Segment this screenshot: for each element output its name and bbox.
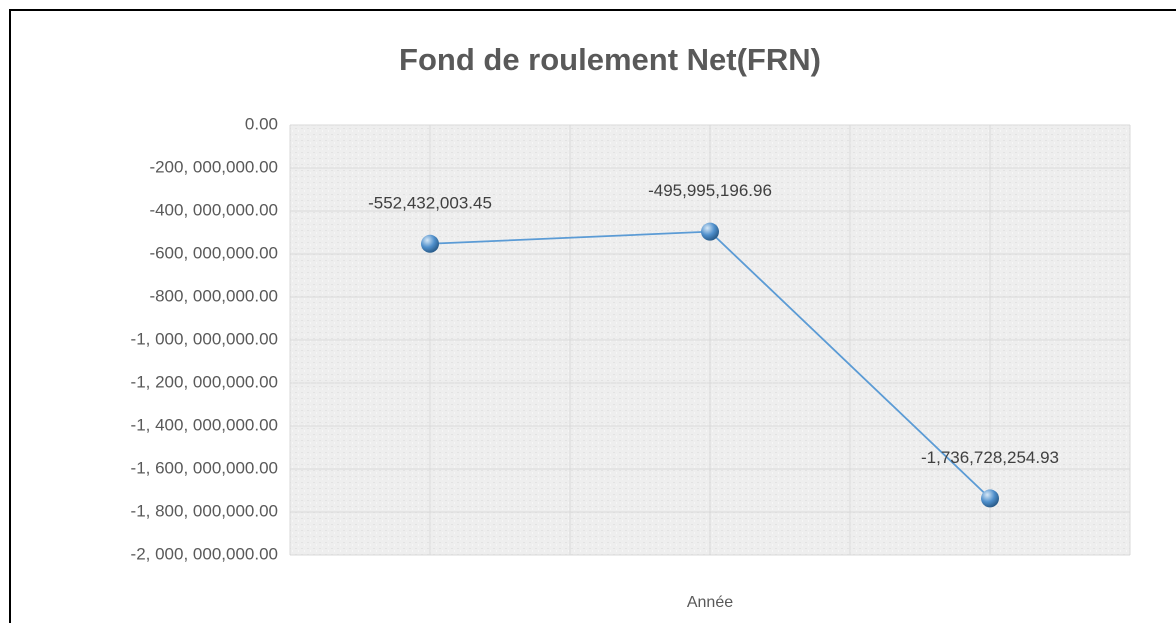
data-point — [701, 222, 719, 241]
y-tick-label: -400, 000,000.00 — [149, 200, 278, 219]
data-label: -552,432,003.45 — [368, 193, 492, 212]
y-tick-label: 0.00 — [245, 114, 278, 133]
y-tick-label: -600, 000,000.00 — [149, 243, 278, 262]
y-tick-label: -1, 800, 000,000.00 — [131, 501, 278, 520]
y-tick-label: -200, 000,000.00 — [149, 157, 278, 176]
y-tick-label: -1, 600, 000,000.00 — [131, 458, 278, 477]
y-tick-label: -1, 200, 000,000.00 — [131, 372, 278, 391]
y-tick-label: -800, 000,000.00 — [149, 286, 278, 305]
data-point — [981, 489, 999, 508]
y-tick-label: -1, 400, 000,000.00 — [131, 415, 278, 434]
y-tick-label: -2, 000, 000,000.00 — [131, 544, 278, 563]
y-tick-label: -1, 000, 000,000.00 — [131, 329, 278, 348]
data-label: -1,736,728,254.93 — [921, 448, 1059, 467]
data-label: -495,995,196.96 — [648, 181, 772, 200]
data-point — [421, 234, 439, 253]
x-axis-label: Année — [687, 594, 733, 611]
chart-title: Fond de roulement Net(FRN) — [399, 42, 821, 77]
